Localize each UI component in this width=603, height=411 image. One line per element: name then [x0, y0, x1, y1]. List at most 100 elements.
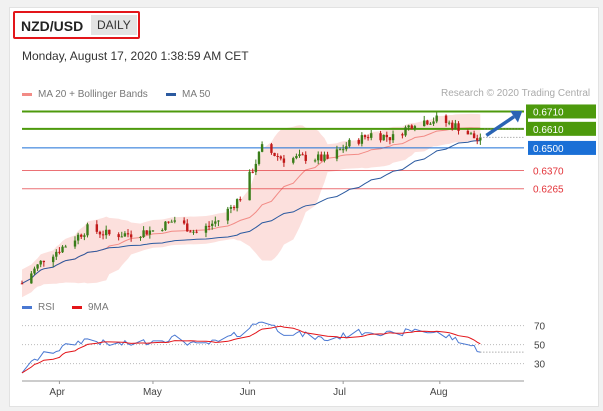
- candle-body-43: [210, 223, 214, 226]
- candle-body-61: [292, 158, 295, 163]
- candle-body-17: [98, 231, 102, 235]
- candle-body-28: [145, 230, 148, 235]
- candle-body-60: [282, 158, 286, 163]
- level-tag-2: [528, 140, 596, 155]
- legend-9ma-label: 9MA: [88, 302, 109, 313]
- candle-body-63: [298, 154, 301, 156]
- candle-body-81: [379, 133, 382, 141]
- candle-body-93: [429, 123, 432, 125]
- candle-body-38: [189, 231, 192, 233]
- legend-swatch-ma20: [22, 92, 32, 96]
- candle-body-42: [207, 225, 211, 227]
- candle-body-36: [182, 220, 186, 224]
- candle-body-99: [454, 123, 457, 129]
- candle-body-79: [366, 137, 370, 139]
- candle-body-23: [123, 233, 127, 237]
- level-label-3: 0.6370: [533, 166, 564, 177]
- level-label-0: 0.6710: [533, 107, 564, 118]
- candle-body-103: [472, 133, 476, 139]
- candle-body-48: [232, 207, 236, 209]
- bollinger-band: [22, 113, 481, 298]
- candle-body-74: [345, 146, 348, 150]
- candle-body-70: [326, 154, 329, 159]
- candle-body-7: [55, 251, 58, 257]
- legend-swatch-9ma: [72, 305, 82, 309]
- candle-body-75: [348, 139, 351, 147]
- candle-body-25: [129, 234, 133, 238]
- rsi-tick-70: 70: [534, 322, 546, 333]
- ma50-line: [21, 140, 481, 284]
- candle-body-14: [83, 235, 86, 237]
- rsi-tick-50: 50: [534, 341, 546, 352]
- legend-rsi-label: RSI: [38, 302, 55, 313]
- candle-body-104: [476, 138, 479, 141]
- candle-body-87: [404, 127, 407, 136]
- x-tick-label-may: May: [143, 387, 162, 398]
- candle-body-18: [101, 234, 105, 236]
- candle-body-19: [104, 229, 108, 236]
- legend-ma20-label: MA 20 + Bollinger Bands: [38, 89, 148, 100]
- candle-body-73: [341, 149, 345, 151]
- candle-body-68: [320, 154, 323, 161]
- legend-ma50-label: MA 50: [182, 89, 211, 100]
- candle-body-41: [204, 225, 208, 233]
- candle-body-45: [217, 220, 220, 222]
- candle-body-84: [388, 137, 392, 141]
- resistance-bracket: [526, 104, 528, 136]
- candle-body-78: [363, 135, 367, 138]
- candle-body-29: [148, 230, 152, 235]
- legend-swatch-rsi: [22, 305, 32, 309]
- rsi-ma9-line: [21, 325, 481, 374]
- candle-body-26: [139, 236, 142, 238]
- candle-body-77: [360, 135, 364, 144]
- rsi-line: [21, 321, 481, 374]
- candle-body-101: [466, 130, 470, 135]
- timeframe-badge[interactable]: DAILY: [91, 15, 137, 35]
- candle-body-20: [108, 229, 111, 235]
- candle-body-9: [61, 246, 64, 253]
- candle-body-98: [451, 122, 454, 129]
- legend-ma20: MA 20 + Bollinger Bands: [22, 89, 148, 100]
- candle-body-67: [317, 154, 320, 161]
- level-tag-0: [528, 104, 596, 119]
- candle-body-89: [410, 125, 413, 129]
- candle-body-21: [117, 234, 120, 238]
- candle-body-16: [95, 224, 99, 232]
- candle-body-35: [173, 220, 176, 222]
- candle-body-54: [257, 151, 261, 164]
- x-tick-label-jul: Jul: [333, 387, 346, 398]
- candle-body-76: [357, 139, 360, 144]
- timestamp: Monday, August 17, 2020 1:38:59 AM CET: [22, 49, 249, 63]
- candle-body-30: [151, 230, 155, 232]
- candle-body-12: [76, 234, 80, 241]
- x-tick-label-jun: Jun: [240, 387, 256, 398]
- candle-body-39: [192, 231, 195, 233]
- candle-body-92: [426, 120, 429, 125]
- candle-body-37: [186, 223, 189, 232]
- x-tick-label-apr: Apr: [49, 387, 65, 398]
- candle-body-46: [226, 208, 229, 221]
- candle-body-102: [469, 133, 473, 135]
- candle-body-80: [370, 133, 373, 138]
- candle-body-100: [457, 123, 460, 131]
- candle-body-13: [80, 234, 83, 237]
- candle-body-2: [33, 268, 36, 274]
- level-label-2: 0.6500: [533, 144, 564, 155]
- candle-body-94: [432, 121, 435, 124]
- candle-body-31: [161, 230, 164, 232]
- candle-body-59: [279, 156, 282, 159]
- candle-body-69: [323, 154, 326, 161]
- symbol-selector[interactable]: NZD/USD DAILY: [13, 11, 140, 39]
- x-tick-label-aug: Aug: [430, 387, 448, 398]
- level-label-1: 0.6610: [533, 125, 564, 136]
- candle-body-47: [229, 207, 233, 209]
- candle-body-105: [479, 137, 482, 141]
- candle-body-24: [126, 233, 130, 235]
- candle-body-15: [86, 224, 89, 236]
- candle-body-33: [167, 221, 170, 223]
- candle-body-53: [254, 163, 258, 173]
- candle-body-96: [444, 115, 448, 123]
- candle-body-72: [338, 149, 342, 151]
- candle-body-88: [407, 125, 410, 128]
